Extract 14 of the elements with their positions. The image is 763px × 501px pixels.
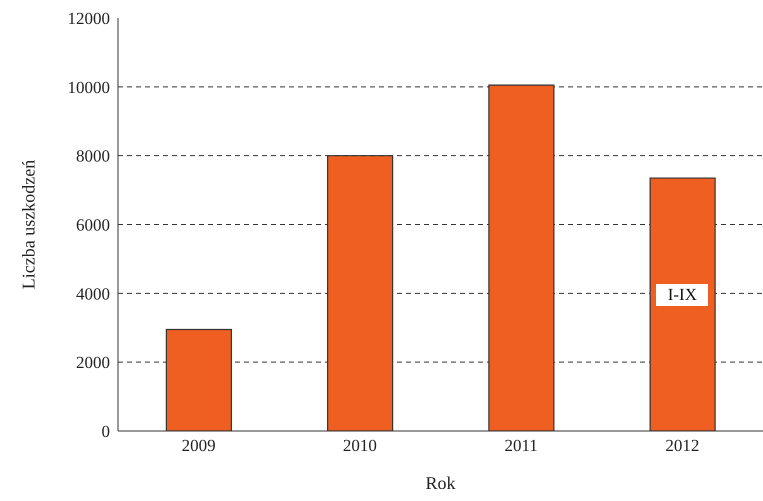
y-tick-label: 10000: [68, 78, 110, 97]
y-tick-label: 0: [102, 422, 110, 442]
x-tick-label: 2009: [182, 436, 216, 456]
y-axis-title: Liczba uszkodzeń: [18, 160, 38, 290]
x-tick-label: 2010: [342, 436, 377, 456]
y-tick-label: 8000: [76, 146, 110, 166]
y-tick-label: 12000: [68, 9, 110, 28]
x-axis-title: Rok: [425, 473, 456, 493]
y-tick-label: 2000: [76, 353, 110, 372]
x-tick-label: 2012: [665, 436, 700, 456]
y-tick-label: 6000: [76, 216, 110, 235]
x-tick-label: 2011: [504, 436, 538, 456]
y-tick-label: 4000: [76, 284, 110, 304]
annotation: I-IX: [656, 284, 708, 306]
